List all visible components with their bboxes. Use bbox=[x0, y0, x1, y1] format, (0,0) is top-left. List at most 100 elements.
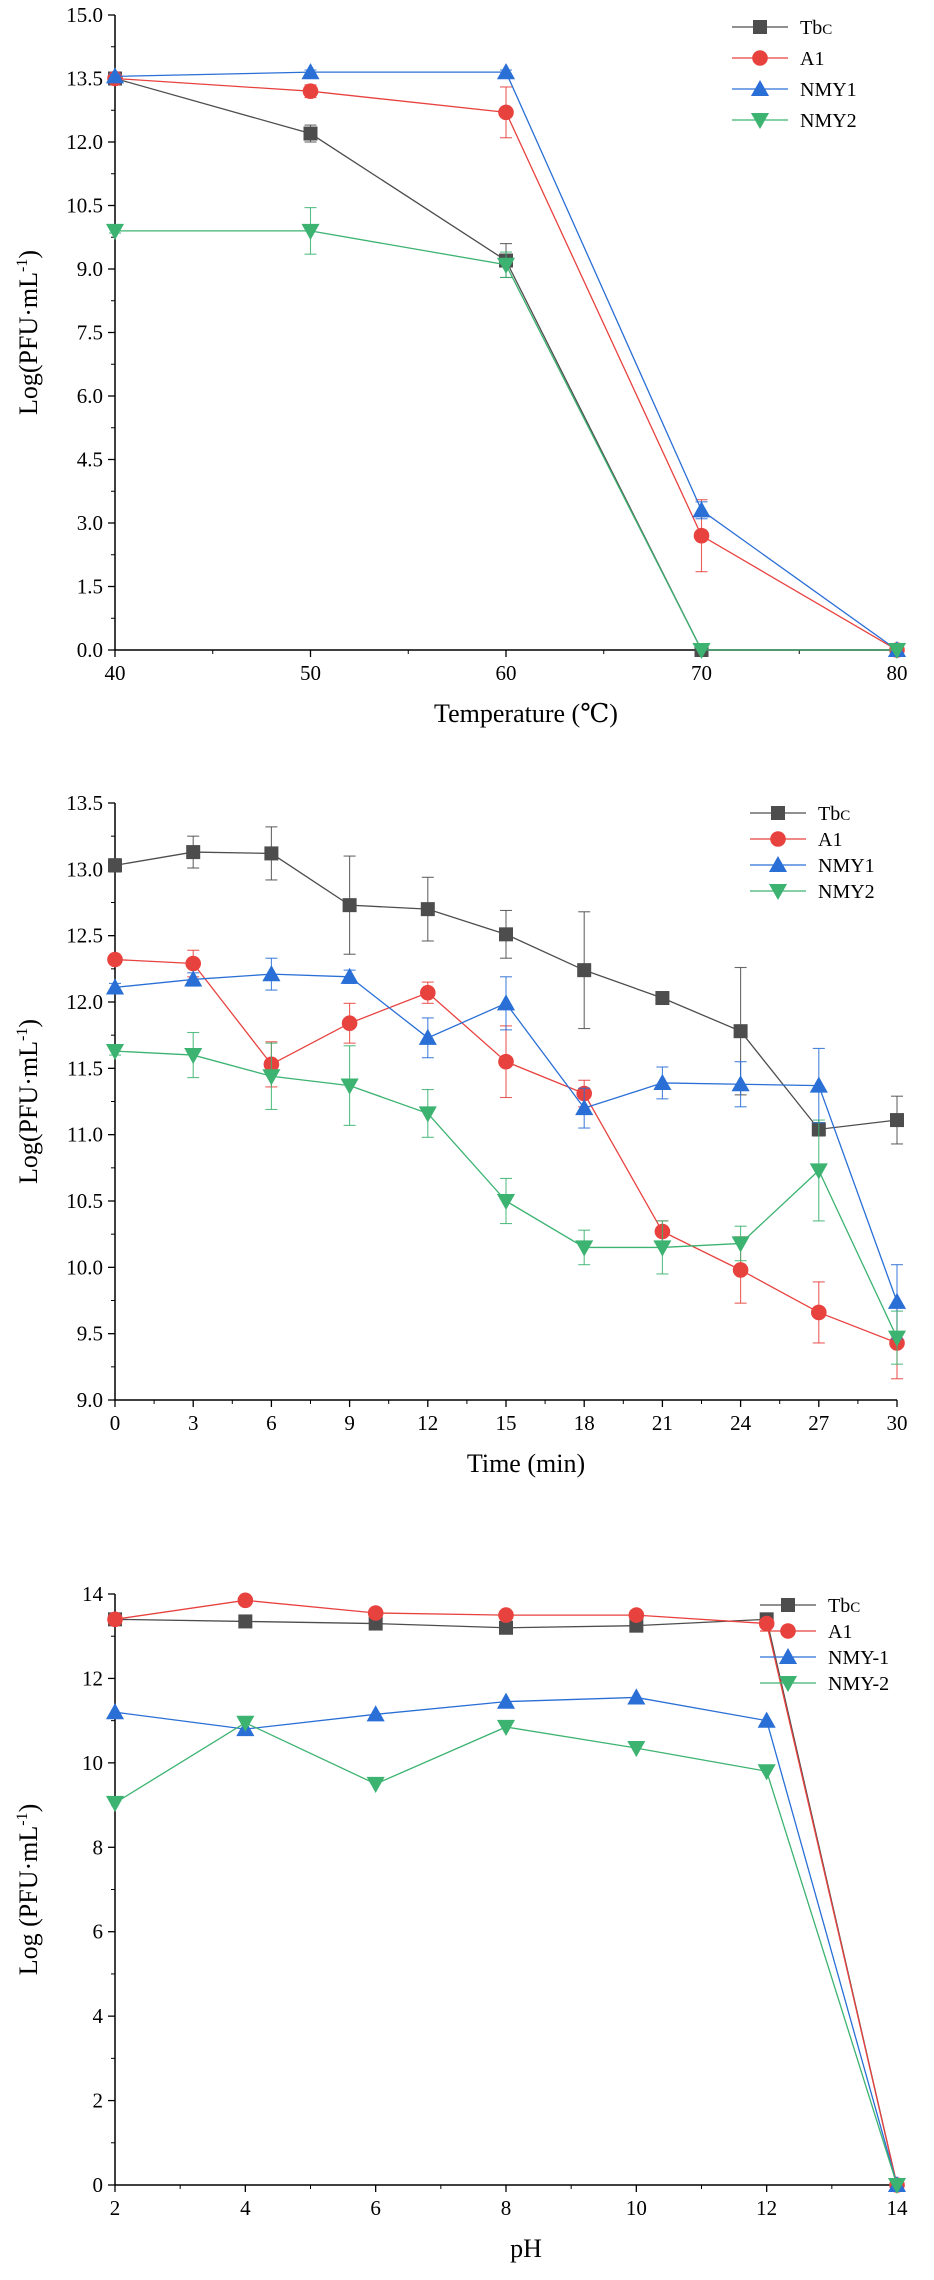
series-line bbox=[114, 71, 898, 651]
data-point bbox=[890, 1113, 904, 1128]
y-tick-label: 10.5 bbox=[66, 194, 103, 218]
x-tick-label: 2 bbox=[110, 2196, 121, 2220]
legend-marker bbox=[778, 1647, 798, 1665]
data-point bbox=[733, 1024, 748, 1039]
data-point bbox=[341, 1015, 358, 1032]
x-tick-label: 0 bbox=[110, 1411, 121, 1435]
x-tick-label: 70 bbox=[691, 661, 712, 685]
legend-marker bbox=[750, 112, 770, 130]
data-point bbox=[692, 642, 711, 660]
y-tick-label: 11.5 bbox=[67, 1056, 103, 1080]
data-point bbox=[186, 845, 201, 860]
data-point bbox=[887, 1292, 907, 1309]
data-point bbox=[809, 1163, 828, 1180]
x-tick-label: 15 bbox=[496, 1411, 517, 1435]
data-point bbox=[653, 1240, 672, 1257]
data-point bbox=[575, 1099, 594, 1116]
data-point bbox=[302, 83, 319, 99]
data-point bbox=[496, 63, 516, 80]
y-tick-label: 12.0 bbox=[66, 130, 103, 154]
data-point bbox=[499, 1620, 513, 1635]
data-point bbox=[498, 1053, 514, 1070]
data-point bbox=[887, 1330, 907, 1347]
legend-marker bbox=[753, 20, 767, 34]
data-point bbox=[340, 967, 359, 984]
legend-label: A1 bbox=[800, 48, 824, 70]
data-point bbox=[262, 1069, 281, 1086]
y-tick-label: 10.0 bbox=[66, 1255, 103, 1279]
data-point bbox=[496, 1719, 516, 1737]
y-tick-label: 13.0 bbox=[66, 857, 103, 881]
data-point bbox=[692, 501, 711, 518]
legend-label: NMY1 bbox=[818, 855, 875, 877]
data-point bbox=[368, 1616, 383, 1631]
data-point bbox=[262, 965, 281, 982]
data-point bbox=[757, 1764, 776, 1781]
data-point bbox=[107, 1611, 123, 1628]
x-axis-label: Temperature (℃) bbox=[434, 699, 618, 728]
y-tick-label: 9.0 bbox=[77, 1388, 103, 1412]
x-tick-label: 6 bbox=[266, 1411, 277, 1435]
y-tick-label: 12.5 bbox=[66, 924, 103, 948]
legend-label: A1 bbox=[828, 1621, 852, 1643]
data-point bbox=[301, 63, 320, 80]
data-point bbox=[420, 902, 435, 917]
x-tick-label: 6 bbox=[370, 2196, 381, 2220]
x-tick-label: 40 bbox=[105, 661, 126, 685]
data-point bbox=[301, 223, 320, 240]
y-tick-label: 14 bbox=[82, 1582, 104, 1606]
data-point bbox=[758, 1615, 775, 1632]
data-point bbox=[366, 1776, 385, 1794]
series-nmy1 bbox=[105, 957, 907, 1340]
data-point bbox=[418, 1028, 437, 1045]
legend-marker bbox=[770, 831, 786, 847]
data-point bbox=[499, 927, 513, 942]
y-axis-label: Log(PFU·mL-1) bbox=[14, 250, 43, 415]
legend-marker bbox=[781, 1598, 795, 1612]
y-axis-label: Log (PFU·mL-1) bbox=[14, 1804, 43, 1976]
data-point bbox=[732, 1262, 749, 1278]
legend: TbC A1 NMY1 NMY2 bbox=[750, 803, 875, 903]
data-point bbox=[105, 978, 125, 995]
y-tick-label: 2 bbox=[93, 2089, 104, 2113]
data-point bbox=[731, 1236, 750, 1253]
data-point bbox=[811, 1304, 827, 1321]
data-point bbox=[342, 898, 357, 913]
y-tick-label: 0 bbox=[93, 2173, 104, 2197]
data-point bbox=[693, 527, 710, 544]
data-point bbox=[653, 1073, 672, 1090]
data-point bbox=[887, 2177, 907, 2195]
y-tick-label: 9.5 bbox=[77, 1322, 103, 1346]
legend-label: TbC bbox=[800, 17, 832, 39]
data-point bbox=[418, 1106, 437, 1123]
series-nmy2 bbox=[105, 1031, 907, 1365]
data-point bbox=[238, 1614, 253, 1629]
y-tick-label: 10 bbox=[82, 1751, 103, 1775]
data-point bbox=[366, 1705, 385, 1722]
series-line bbox=[114, 1599, 898, 2186]
data-point bbox=[757, 1711, 776, 1728]
x-tick-label: 80 bbox=[887, 661, 908, 685]
legend: TbC A1 NMY-1 NMY-2 bbox=[760, 1595, 889, 1695]
data-point bbox=[575, 1240, 594, 1257]
y-tick-label: 8 bbox=[93, 1835, 104, 1859]
y-tick-label: 12.0 bbox=[66, 990, 103, 1014]
data-point bbox=[184, 1048, 203, 1065]
data-point bbox=[184, 970, 203, 987]
series-line bbox=[114, 1696, 898, 2186]
legend-label: NMY-2 bbox=[828, 1673, 889, 1695]
data-point bbox=[577, 963, 592, 978]
x-tick-label: 10 bbox=[626, 2196, 647, 2220]
y-tick-label: 7.5 bbox=[77, 321, 103, 345]
y-tick-label: 13.5 bbox=[66, 67, 103, 91]
data-point bbox=[498, 1607, 514, 1623]
x-tick-label: 60 bbox=[496, 661, 517, 685]
data-point bbox=[496, 1692, 516, 1709]
data-point bbox=[498, 104, 514, 121]
x-tick-label: 12 bbox=[756, 2196, 777, 2220]
x-axis-label: pH bbox=[510, 2234, 542, 2263]
x-tick-label: 50 bbox=[300, 661, 321, 685]
series-nmy2 bbox=[105, 207, 907, 660]
data-point bbox=[105, 1795, 125, 1813]
